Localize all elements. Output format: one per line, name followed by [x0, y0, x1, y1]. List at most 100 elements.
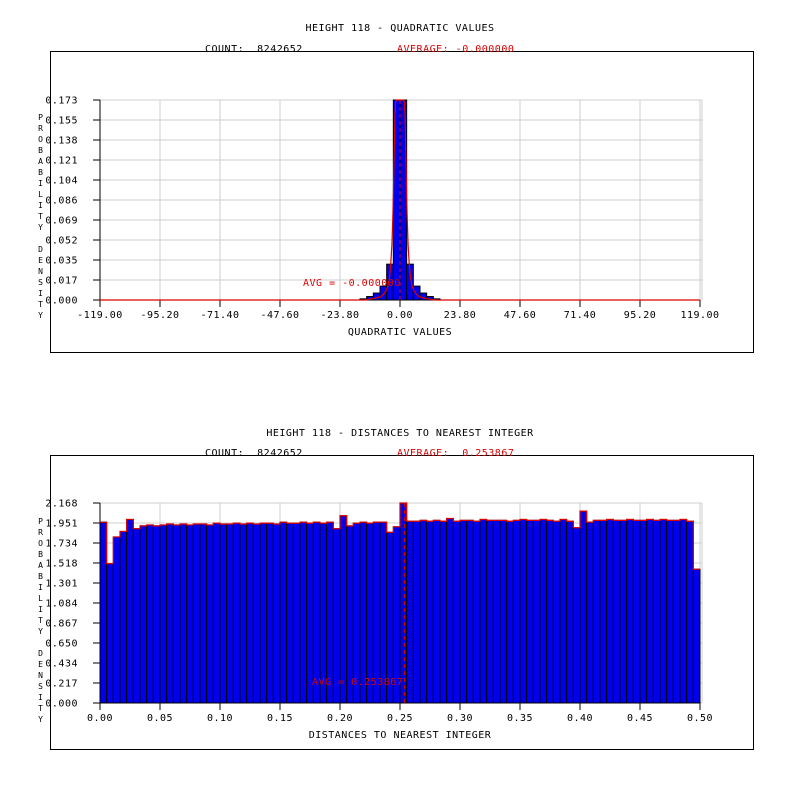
histogram-bar [512, 519, 521, 704]
y-tick-label: 0.155 [45, 116, 78, 127]
histogram-bar [106, 563, 114, 704]
nearest-integer-chart: HEIGHT 118 - DISTANCES TO NEAREST INTEGE… [0, 400, 800, 800]
histogram-bar [286, 522, 294, 704]
x-tick-label: 0.10 [207, 713, 233, 724]
x-tick-label: 0.35 [507, 713, 533, 724]
histogram-bar [112, 536, 121, 704]
histogram-bar [159, 524, 168, 704]
y-tick-label: 1.518 [45, 559, 78, 570]
histogram-bar [219, 523, 228, 704]
x-tick-label: 71.40 [564, 310, 597, 321]
histogram-bar [499, 519, 508, 704]
histogram-bar [586, 521, 594, 704]
histogram-bar [619, 519, 628, 704]
y-tick-label: 0.086 [45, 196, 78, 207]
histogram-bar [172, 524, 181, 704]
histogram-bar [539, 518, 548, 704]
histogram-bar [292, 522, 301, 704]
histogram-bar [372, 521, 381, 704]
y-tick-label: 0.052 [45, 236, 78, 247]
histogram-bar [99, 521, 108, 704]
histogram-bar [486, 519, 494, 704]
histogram-bar [599, 519, 608, 704]
y-tick-label: 0.434 [45, 659, 78, 670]
histogram-bar [472, 520, 481, 704]
histogram-bar [272, 523, 281, 704]
x-tick-label: 0.20 [327, 713, 353, 724]
histogram-bar [259, 522, 268, 704]
histogram-bar [606, 518, 614, 704]
x-tick-label: -23.80 [320, 310, 359, 321]
histogram-bar [626, 518, 634, 704]
histogram-bar [466, 519, 474, 704]
x-tick-label: 0.00 [87, 713, 113, 724]
x-axis-label: DISTANCES TO NEAREST INTEGER [308, 730, 492, 741]
histogram-bar [166, 523, 174, 704]
histogram-bar [432, 519, 441, 704]
histogram-bar [419, 519, 428, 704]
count-label: COUNT: 8242652 [205, 448, 303, 459]
histogram-bar [406, 520, 414, 704]
y-tick-label: 0.650 [45, 639, 78, 650]
histogram-bar [572, 527, 581, 704]
x-tick-label: 0.40 [567, 713, 593, 724]
histogram-bar [226, 523, 234, 704]
quadratic-values-chart: HEIGHT 118 - QUADRATIC VALUES COUNT: 824… [36, 23, 754, 353]
histogram-bar [252, 523, 261, 704]
histogram-bar [559, 518, 568, 704]
y-tick-label: 1.734 [45, 539, 78, 550]
histogram-bar [686, 520, 694, 704]
histogram-bar [199, 523, 208, 704]
y-tick-label: 0.867 [45, 619, 78, 630]
histogram-bar [666, 519, 674, 704]
y-tick-label: 0.035 [45, 256, 78, 267]
y-tick-label: 2.168 [45, 499, 78, 510]
histogram-bar [279, 521, 288, 704]
average-label: AVERAGE: -0.000000 [397, 44, 515, 55]
histogram-bar [632, 519, 641, 704]
x-tick-label: 119.00 [680, 310, 719, 321]
histogram-bar [579, 510, 588, 704]
count-label: COUNT: 8242652 [205, 44, 303, 55]
x-tick-label: 0.50 [687, 713, 713, 724]
histogram-bar [652, 519, 661, 704]
density-curve [100, 502, 701, 570]
histogram-bar [339, 515, 348, 704]
histogram-bar [132, 528, 141, 704]
histogram-bar [672, 519, 681, 704]
y-tick-label: 0.104 [45, 176, 78, 187]
histogram-bar [399, 502, 408, 704]
y-tick-label: 0.217 [45, 679, 78, 690]
y-axis-label: PROBABILITY DENSITY [36, 517, 45, 726]
x-axis-label: QUADRATIC VALUES [347, 327, 453, 338]
histogram-bar [266, 522, 274, 704]
x-tick-label: 0.00 [387, 310, 413, 321]
histogram-bar [146, 524, 154, 704]
histogram-bar [532, 519, 541, 704]
histogram-bar [639, 519, 648, 704]
chart-title: HEIGHT 118 - DISTANCES TO NEAREST INTEGE… [266, 428, 534, 439]
histogram-bar [612, 519, 621, 704]
avg-annotation: AVG = -0.000000 [303, 278, 401, 289]
histogram-bar [312, 521, 321, 704]
histogram-bar [492, 519, 501, 704]
histogram-bar [126, 518, 134, 704]
histogram-bar [139, 525, 148, 704]
histogram-bar [679, 518, 688, 704]
chart-title: HEIGHT 118 - QUADRATIC VALUES [305, 23, 495, 34]
histogram-bar [212, 522, 221, 704]
histogram-bar [526, 519, 534, 704]
y-tick-label: 0.138 [45, 136, 78, 147]
x-tick-label: 95.20 [624, 310, 657, 321]
x-tick-label: 0.30 [447, 713, 473, 724]
y-tick-label: 0.121 [45, 156, 78, 167]
histogram-bar [546, 519, 554, 704]
y-axis-label: PROBABILITY DENSITY [36, 113, 45, 322]
y-tick-label: 0.000 [45, 296, 78, 307]
plot-area-distances: 0.000 0.217 0.434 0.650 0.867 1.084 1.301 1.518… [45, 499, 713, 725]
histogram-bar [412, 520, 421, 704]
y-tick-label: 0.173 [45, 96, 78, 107]
x-tick-label: -119.00 [77, 310, 123, 321]
histogram-bar [519, 518, 528, 704]
